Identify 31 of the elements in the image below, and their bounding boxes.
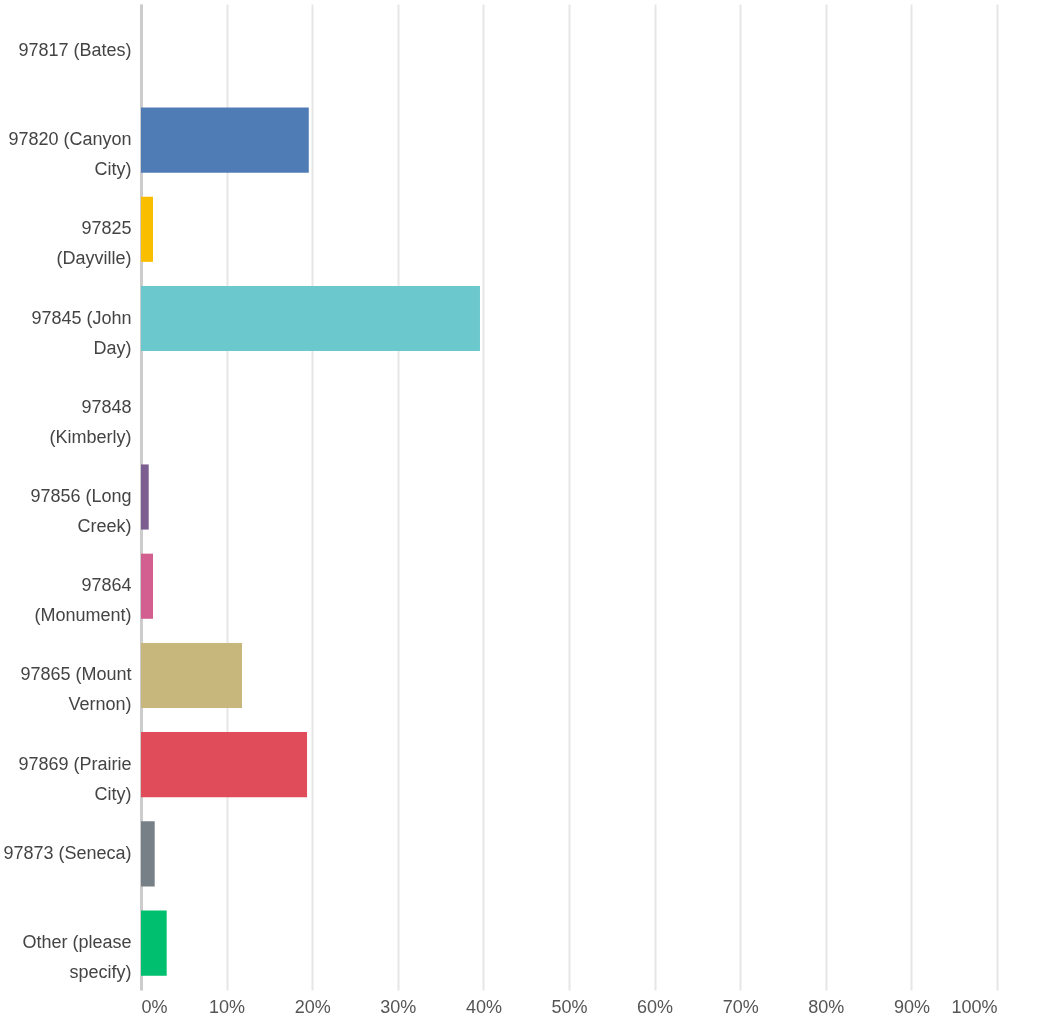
x-tick-label: 60% [637, 996, 674, 1017]
y-tick-label: 97820 (Canyon City) [8, 129, 132, 180]
y-tick-label: 97845 (John Day) [31, 307, 132, 358]
x-tick-label: 100% [951, 996, 998, 1017]
x-tick-label: 0% [141, 996, 168, 1017]
y-tick-label: 97825 (Dayville) [56, 218, 132, 269]
x-tick-label: 70% [722, 996, 759, 1017]
y-tick-label: 97817 (Bates) [18, 39, 132, 60]
bar [141, 821, 155, 887]
x-tick-label: 10% [209, 996, 246, 1017]
x-tick-label: 20% [294, 996, 331, 1017]
y-tick-label: Other (please specify) [22, 932, 132, 983]
x-tick-label: 80% [808, 996, 845, 1017]
y-tick-label: 97873 (Seneca) [3, 842, 132, 863]
bar [141, 642, 243, 709]
bar [141, 107, 309, 173]
y-tick-label: 97848 (Kimberly) [49, 396, 132, 447]
x-tick-label: 50% [551, 996, 588, 1017]
bar [141, 910, 167, 976]
y-tick-label: 97865 (Mount Vernon) [20, 664, 132, 715]
x-tick-label: 40% [465, 996, 502, 1017]
bar [141, 464, 149, 530]
bar [141, 196, 153, 262]
bar [141, 285, 480, 352]
bar [141, 732, 308, 798]
bar [141, 553, 153, 619]
y-tick-label: 97869 (Prairie City) [18, 753, 132, 804]
y-tick-label: 97856 (Long Creek) [30, 486, 132, 536]
x-tick-label: 30% [380, 996, 417, 1017]
x-tick-label: 90% [893, 996, 930, 1017]
y-tick-label: 97864 (Monument) [34, 575, 132, 626]
